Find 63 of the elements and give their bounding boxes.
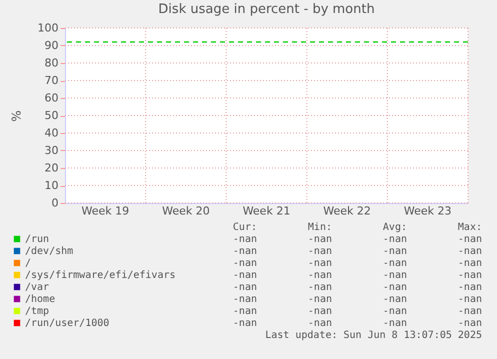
text: Max: <box>458 222 482 233</box>
y-tick-label: 90 <box>44 39 58 52</box>
text: -nan <box>308 246 332 257</box>
text: -nan <box>382 234 407 245</box>
text: -nan <box>232 246 257 257</box>
x-tick-label: Week 22 <box>323 204 371 218</box>
text: -nan <box>458 294 482 305</box>
y-tick-label: 50 <box>44 109 58 122</box>
text: -nan <box>382 294 407 305</box>
text: -nan <box>308 234 332 245</box>
y-tick-label: 60 <box>44 92 58 104</box>
text: -nan <box>382 270 407 281</box>
text: Last update: Sun Jun 8 13:07:05 2025 <box>265 330 482 341</box>
text: -nan <box>458 258 482 269</box>
text: -nan <box>232 258 257 269</box>
text: Avg: <box>382 222 407 233</box>
y-axis-title: % <box>10 110 24 122</box>
legend-label: / <box>25 258 32 269</box>
text: -nan <box>382 246 407 257</box>
text: -nan <box>382 282 407 293</box>
text: -nan <box>308 270 332 281</box>
text: Cur: <box>232 222 257 233</box>
legend-label: /var <box>25 282 50 293</box>
x-tick-label: Week 19 <box>81 204 130 218</box>
text: -nan <box>232 270 257 281</box>
chart-title: Disk usage in percent - by month <box>158 2 375 17</box>
x-tick-label: Week 21 <box>242 204 290 218</box>
legend-label: /sys/firmware/efi/efivars <box>25 270 176 281</box>
legend-label: /home <box>25 294 56 305</box>
text: -nan <box>458 282 482 293</box>
x-tick-label: Week 20 <box>162 204 210 218</box>
text: -nan <box>308 258 332 269</box>
text: -nan <box>458 246 482 257</box>
y-tick-label: 70 <box>44 74 58 87</box>
x-tick-label: Week 23 <box>404 204 452 218</box>
text: -nan <box>382 306 407 317</box>
text: -nan <box>308 318 332 329</box>
text: -nan <box>458 234 482 245</box>
text: -nan <box>382 258 407 269</box>
text: -nan <box>458 270 482 281</box>
legend-label: /run <box>25 234 50 245</box>
text: -nan <box>232 234 257 245</box>
text: -nan <box>232 294 257 305</box>
text: -nan <box>232 306 257 317</box>
text: -nan <box>458 306 482 317</box>
y-tick-label: 100 <box>38 22 58 34</box>
y-tick-label: 20 <box>44 162 58 174</box>
text: -nan <box>308 294 332 305</box>
legend-label: /tmp <box>25 306 50 317</box>
text: Min: <box>308 222 332 233</box>
y-tick-label: 10 <box>44 179 58 192</box>
y-tick-label: 30 <box>44 144 58 157</box>
text: -nan <box>458 318 482 329</box>
text: -nan <box>232 318 257 329</box>
text: -nan <box>308 306 332 317</box>
y-tick-label: 40 <box>44 126 58 140</box>
legend-label: /dev/shm <box>25 246 74 257</box>
legend-label: /run/user/1000 <box>25 318 110 329</box>
text: -nan <box>308 282 332 293</box>
y-tick-label: 0 <box>52 196 58 210</box>
text: -nan <box>382 318 407 329</box>
text: -nan <box>232 282 257 293</box>
y-tick-label: 80 <box>44 56 58 70</box>
